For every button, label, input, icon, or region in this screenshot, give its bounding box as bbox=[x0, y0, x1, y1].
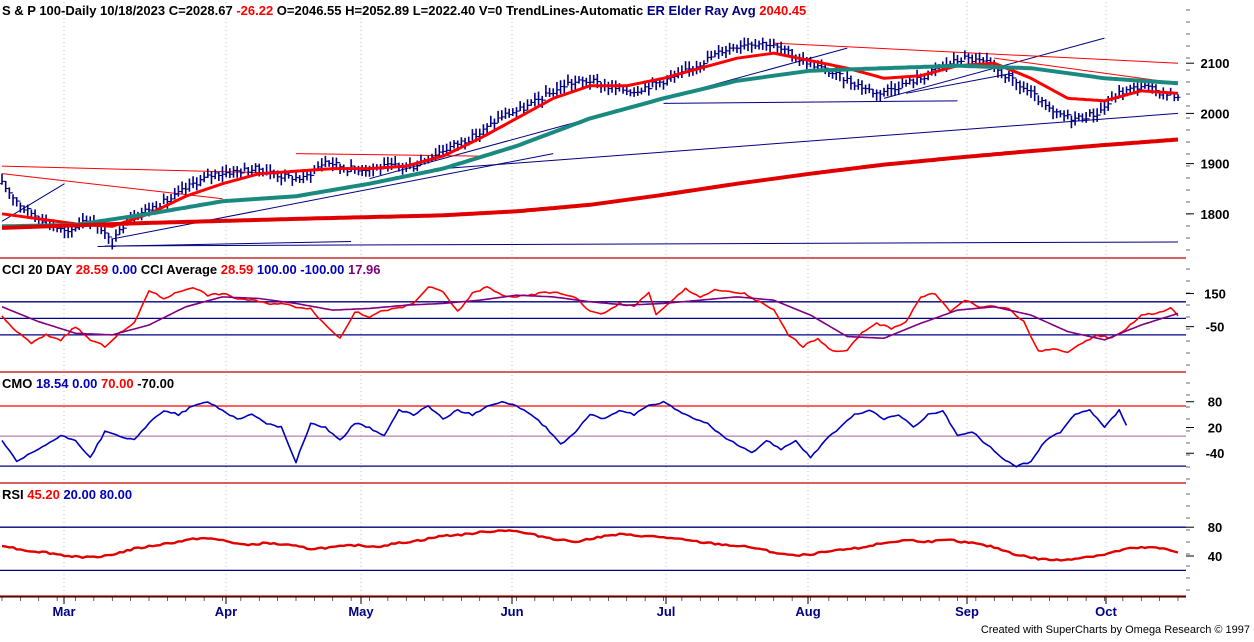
header-value: 10/18/2023 bbox=[96, 3, 165, 18]
header-value: O=2046.55 bbox=[273, 3, 341, 18]
header-value: -26.22 bbox=[233, 3, 273, 18]
panel-header-cci: CCI 20 DAY 28.59 0.00 CCI Average 28.59 … bbox=[2, 262, 381, 277]
panel-price: 2100 2000 1900 1800 S & P 100-Daily 10/18/20… bbox=[0, 2, 1230, 259]
header-value: L=2022.40 bbox=[409, 3, 475, 18]
trendline bbox=[442, 112, 1179, 170]
y-tick-label: 1900 bbox=[1201, 157, 1230, 172]
header-value: RSI bbox=[2, 487, 24, 502]
y-tick-label: 40 bbox=[1208, 549, 1222, 564]
panel-header-cmo: CMO 18.54 0.00 70.00 -70.00 bbox=[2, 376, 174, 391]
y-tick-label: 2100 bbox=[1201, 56, 1230, 71]
trendline bbox=[905, 72, 1013, 94]
y-tick-label: 20 bbox=[1208, 420, 1222, 435]
series-line-price-1 bbox=[1, 63, 1179, 229]
x-tick-label: Mar bbox=[52, 604, 75, 619]
header-value: -100.00 bbox=[297, 262, 345, 277]
header-value: 70.00 bbox=[97, 376, 133, 391]
header-value: 17.96 bbox=[344, 262, 380, 277]
header-value: 0.00 bbox=[69, 376, 98, 391]
header-value: CCI 20 DAY bbox=[2, 262, 73, 277]
header-value: 80.00 bbox=[96, 487, 132, 502]
header-value: 2040.45 bbox=[756, 3, 807, 18]
y-tick-label: 2000 bbox=[1201, 106, 1230, 121]
header-value: H=2052.89 bbox=[342, 3, 410, 18]
trendline bbox=[295, 153, 480, 157]
header-value: TrendLines-Automatic bbox=[502, 3, 643, 18]
y-tick-label: -50 bbox=[1206, 320, 1225, 335]
trendline bbox=[112, 153, 554, 240]
x-tick-label: Sep bbox=[955, 604, 979, 619]
y-tick-label: 1800 bbox=[1201, 207, 1230, 222]
x-tick-label: Aug bbox=[795, 604, 820, 619]
x-tick-label: Oct bbox=[1095, 604, 1117, 619]
header-value: C=2028.67 bbox=[165, 3, 233, 18]
panel-rsi: 80 40 RSI 45.20 20.00 80.00 bbox=[0, 486, 1222, 597]
y-tick-label: 150 bbox=[1204, 287, 1226, 302]
x-axis: Mar Apr May Jun Jul Aug Sep Oct bbox=[0, 596, 1186, 619]
header-value: S & P 100-Daily bbox=[2, 3, 97, 18]
header-value: ER Elder Ray Avg bbox=[643, 3, 756, 18]
header-value: 20.00 bbox=[60, 487, 96, 502]
header-value: 45.20 bbox=[24, 487, 60, 502]
series-line-cci-1 bbox=[1, 294, 1179, 341]
header-value: 0.00 bbox=[108, 262, 137, 277]
x-tick-label: Jul bbox=[657, 604, 676, 619]
header-value: 28.59 bbox=[72, 262, 108, 277]
y-tick-label: 80 bbox=[1208, 520, 1222, 535]
panel-header-price: S & P 100-Daily 10/18/2023 C=2028.67 -26… bbox=[2, 3, 806, 18]
trendline bbox=[104, 241, 1179, 247]
y-tick-label: 80 bbox=[1208, 395, 1222, 410]
trendline bbox=[773, 42, 1179, 64]
trendline bbox=[1, 165, 260, 174]
footer-credit: Created with SuperCharts by Omega Resear… bbox=[981, 624, 1250, 636]
series-line-price-0 bbox=[1, 51, 1179, 228]
x-tick-label: Apr bbox=[215, 604, 237, 619]
header-value: V=0 bbox=[475, 3, 502, 18]
header-value: CCI Average bbox=[137, 262, 217, 277]
header-value: 18.54 bbox=[32, 376, 69, 391]
x-tick-label: May bbox=[348, 604, 374, 619]
x-tick-label: Jun bbox=[500, 604, 523, 619]
header-value: CMO bbox=[2, 376, 32, 391]
series-line-price-2 bbox=[1, 137, 1179, 230]
header-value: -70.00 bbox=[134, 376, 174, 391]
panel-cci: 150 -50 CCI 20 DAY 28.59 0.00 CCI Average … bbox=[0, 261, 1226, 373]
y-tick-label: -40 bbox=[1206, 446, 1225, 461]
series-line-rsi-0 bbox=[1, 529, 1179, 562]
series-line-cmo-0 bbox=[1, 400, 1128, 468]
trendline bbox=[994, 57, 1179, 84]
panel-header-rsi: RSI 45.20 20.00 80.00 bbox=[2, 487, 132, 502]
header-value: 28.59 bbox=[217, 262, 253, 277]
trendline bbox=[97, 240, 352, 247]
header-value: 100.00 bbox=[253, 262, 296, 277]
panel-cmo: 80 20 -40 CMO 18.54 0.00 70.00 -70.00 bbox=[0, 375, 1225, 484]
price-bar bbox=[1175, 94, 1181, 101]
trendline bbox=[663, 100, 958, 104]
